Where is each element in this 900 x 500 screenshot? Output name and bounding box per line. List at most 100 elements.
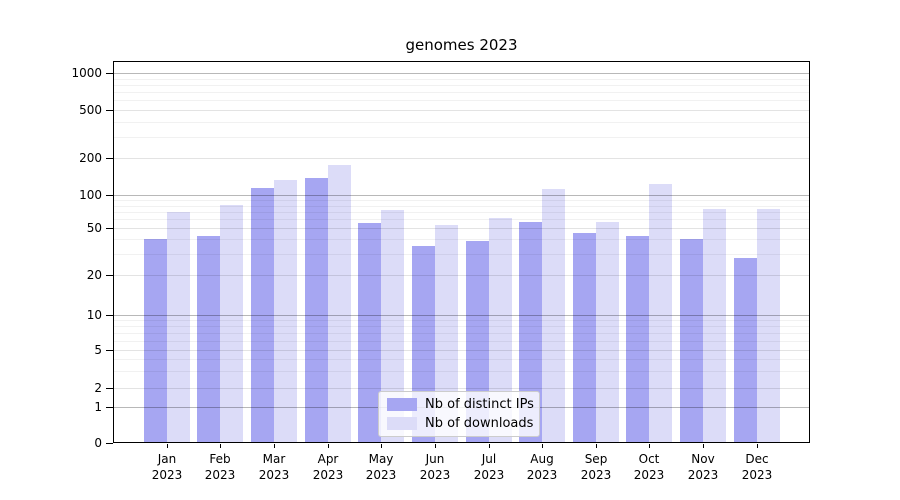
legend-label-downloads: Nb of downloads [425,416,534,431]
bar-downloads-sep [595,221,619,443]
y-tick-label-200: 200 [79,151,102,165]
bar-distinct-ips-aug [519,221,543,443]
bar-downloads-dec [756,208,780,443]
x-tick-label-apr: Apr 2023 [312,452,344,482]
y-tick-mark-20 [106,275,113,276]
bar-downloads-feb [220,205,244,443]
legend-swatch-distinct-ips [387,398,417,411]
bar-downloads-jan [166,211,190,443]
bar-downloads-may [381,209,405,443]
gridline-200 [114,158,809,159]
bar-downloads-jun [434,225,458,443]
gridline-100 [114,195,809,196]
x-tick-mark-apr [328,444,329,448]
gridline-800 [114,85,809,86]
x-tick-mark-dec [757,444,758,448]
gridline-4 [114,359,809,360]
gridline-300 [114,137,809,138]
gridline-40 [114,239,809,240]
x-tick-label-mar: Mar 2023 [258,452,290,482]
gridline-90 [114,200,809,201]
bar-distinct-ips-apr [304,177,328,443]
x-tick-label-jul: Jul 2023 [473,452,505,482]
chart-title: genomes 2023 [405,36,518,54]
gridline-7 [114,333,809,334]
gridline-20 [114,275,809,276]
y-tick-mark-2 [106,388,113,389]
y-tick-mark-50 [106,228,113,229]
x-tick-mark-jan [167,444,168,448]
gridline-10 [114,315,809,316]
y-tick-mark-500 [106,110,113,111]
x-tick-label-aug: Aug 2023 [526,452,558,482]
gridline-5 [114,350,809,351]
x-tick-label-jun: Jun 2023 [419,452,451,482]
x-tick-label-jan: Jan 2023 [151,452,183,482]
bar-distinct-ips-sep [572,233,596,443]
bar-distinct-ips-dec [733,257,757,443]
bar-distinct-ips-may [358,222,382,443]
gridline-2 [114,388,809,389]
bar-distinct-ips-jan [143,239,167,443]
x-tick-mark-may [381,444,382,448]
gridline-1000 [114,73,809,74]
x-tick-mark-oct [649,444,650,448]
gridline-8 [114,326,809,327]
gridline-400 [114,122,809,123]
legend: Nb of distinct IPs Nb of downloads [378,391,540,437]
y-tick-label-10: 10 [86,308,102,322]
x-tick-mark-mar [274,444,275,448]
bar-downloads-nov [703,208,727,443]
gridline-9 [114,320,809,321]
x-tick-mark-jul [489,444,490,448]
y-tick-label-5: 5 [94,343,102,357]
bar-distinct-ips-nov [680,239,704,443]
legend-label-distinct-ips: Nb of distinct IPs [425,397,534,412]
y-tick-label-1: 1 [94,400,102,414]
x-tick-mark-feb [220,444,221,448]
legend-swatch-downloads [387,417,417,430]
y-tick-label-100: 100 [79,188,102,202]
x-tick-label-sep: Sep 2023 [580,452,612,482]
bar-downloads-oct [649,183,673,443]
gridline-70 [114,212,809,213]
bar-distinct-ips-mar [250,188,274,443]
gridline-30 [114,254,809,255]
bar-distinct-ips-oct [626,235,650,443]
y-tick-label-1000: 1000 [71,66,102,80]
gridline-3 [114,371,809,372]
x-tick-label-dec: Dec 2023 [741,452,773,482]
y-tick-mark-100 [106,195,113,196]
gridline-6 [114,341,809,342]
x-tick-mark-aug [542,444,543,448]
x-tick-label-feb: Feb 2023 [204,452,236,482]
y-tick-mark-5 [106,350,113,351]
bar-downloads-mar [273,180,297,443]
x-tick-mark-jun [435,444,436,448]
x-tick-mark-sep [596,444,597,448]
gridline-600 [114,100,809,101]
y-tick-label-20: 20 [86,268,102,282]
legend-item-downloads: Nb of downloads [387,416,534,431]
y-tick-label-2: 2 [94,381,102,395]
bar-downloads-apr [327,165,351,443]
y-tick-label-0: 0 [94,436,102,450]
bar-downloads-jul [488,217,512,443]
gridline-900 [114,79,809,80]
legend-item-distinct-ips: Nb of distinct IPs [387,397,534,412]
bar-distinct-ips-feb [197,235,221,443]
gridline-60 [114,219,809,220]
y-tick-mark-200 [106,158,113,159]
y-tick-label-50: 50 [86,221,102,235]
y-tick-mark-0 [106,443,113,444]
y-tick-mark-1 [106,407,113,408]
gridline-500 [114,110,809,111]
gridline-80 [114,206,809,207]
gridline-700 [114,92,809,93]
x-tick-label-may: May 2023 [365,452,397,482]
y-tick-mark-10 [106,315,113,316]
y-tick-mark-1000 [106,73,113,74]
gridline-50 [114,228,809,229]
x-tick-mark-nov [703,444,704,448]
